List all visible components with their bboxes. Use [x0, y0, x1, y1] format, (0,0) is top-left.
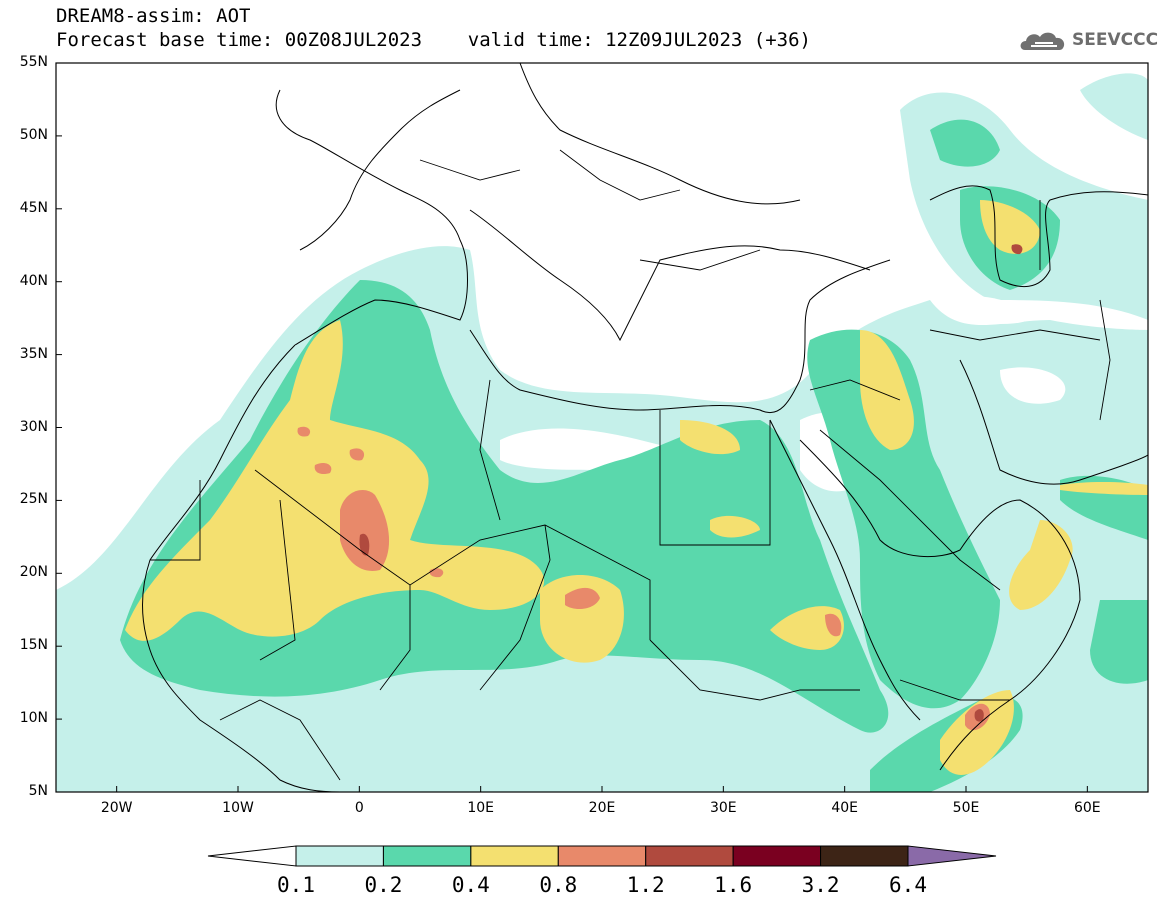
lon-tick-label: 20E	[588, 800, 616, 816]
lat-tick-label: 45N	[19, 199, 48, 216]
colorbar-box	[295, 845, 384, 867]
lat-tick-label: 35N	[19, 345, 48, 362]
lat-tick-label: 55N	[19, 54, 48, 70]
colorbar-level-label: 6.4	[889, 873, 927, 897]
colorbar-level-label: 3.2	[801, 873, 840, 897]
lon-tick-label: 0	[354, 800, 364, 816]
colorbar-level-label: 0.8	[539, 873, 578, 897]
lon-tick-label: 10E	[467, 800, 494, 816]
lon-tick-label: 40E	[831, 800, 858, 816]
colorbar-box	[470, 845, 559, 867]
colorbar-box	[382, 845, 472, 867]
lat-tick-label: 15N	[19, 637, 48, 654]
lat-tick-label: 30N	[19, 418, 48, 435]
lat-tick-label: 50N	[19, 126, 48, 143]
colorbar-over-triangle	[907, 845, 997, 867]
lon-tick-label: 30E	[709, 800, 737, 816]
country-borders	[150, 149, 1111, 781]
lon-tick-label: 20W	[100, 800, 133, 816]
colorbar-box	[820, 845, 909, 867]
colorbar-box	[557, 845, 647, 867]
lat-tick-label: 40N	[19, 272, 48, 289]
lon-tick-label: 10W	[222, 800, 254, 816]
colorbar-box	[645, 845, 734, 867]
logo-text: SEEVCCC	[1072, 30, 1159, 50]
aot-field	[56, 63, 1148, 792]
aot-level-1-2	[359, 244, 1023, 722]
colorbar-level-label: 0.4	[451, 873, 490, 897]
coastlines	[142, 63, 1148, 792]
lat-tick-label: 20N	[19, 564, 48, 581]
lon-tick-label: 50E	[952, 800, 980, 816]
lon-tick-label: 60E	[1073, 800, 1101, 816]
map-title: DREAM8-assim: AOT	[56, 5, 251, 27]
colorbar-level-label: 1.2	[626, 873, 665, 897]
colorbar-level-label: 0.1	[277, 873, 315, 897]
lat-tick-label: 5N	[28, 783, 48, 799]
lat-tick-label: 25N	[19, 491, 48, 508]
seevccc-logo: SEEVCCC	[1017, 24, 1159, 56]
colorbar	[207, 845, 997, 867]
axis-ticks	[56, 62, 1088, 793]
forecast-time-line: Forecast base time: 00Z08JUL2023 valid t…	[56, 29, 811, 51]
cloud-icon	[1020, 32, 1065, 50]
colorbar-under-triangle	[207, 845, 297, 867]
aot-level-0-8	[297, 426, 990, 731]
colorbar-level-label: 0.2	[364, 873, 403, 897]
colorbar-level-label: 1.6	[714, 873, 753, 897]
colorbar-box	[732, 845, 822, 867]
lat-tick-label: 10N	[19, 710, 48, 727]
